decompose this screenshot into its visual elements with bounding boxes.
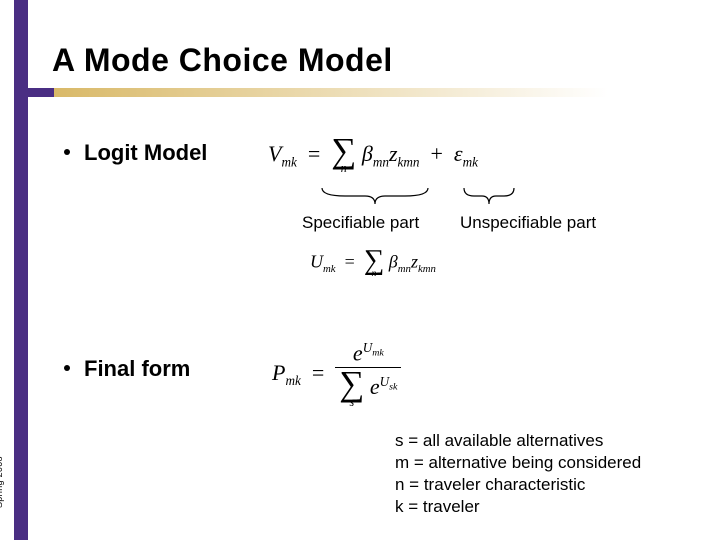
underline-gradient (54, 88, 706, 97)
bullet-logit: Logit Model (64, 140, 207, 166)
legend-line-n: n = traveler characteristic (395, 474, 641, 496)
bullet-dot-icon (64, 149, 70, 155)
equation-umk: Umk = ∑ n βmnzkmn (310, 248, 436, 279)
underline-purple-block (14, 88, 54, 97)
footer-text: CEE 320 Spring 2008 (0, 456, 4, 508)
equation-pmk: Pmk = eUmk ∑ s eUsk (272, 340, 401, 410)
bullet-dot-icon (64, 365, 70, 371)
page-title: A Mode Choice Model (52, 42, 393, 79)
slide: A Mode Choice Model Logit Model Vmk = ∑ … (0, 0, 720, 540)
legend-line-k: k = traveler (395, 496, 641, 518)
brace-specifiable-icon (320, 186, 430, 208)
side-stripe (14, 0, 28, 540)
bullet-logit-label: Logit Model (84, 140, 207, 165)
bullet-final: Final form (64, 356, 190, 382)
legend: s = all available alternatives m = alter… (395, 430, 641, 518)
bullet-final-label: Final form (84, 356, 190, 381)
legend-line-s: s = all available alternatives (395, 430, 641, 452)
legend-line-m: m = alternative being considered (395, 452, 641, 474)
label-unspecifiable: Unspecifiable part (460, 213, 596, 233)
brace-unspecifiable-icon (462, 186, 517, 208)
title-underline (14, 88, 706, 97)
label-specifiable: Specifiable part (302, 213, 419, 233)
equation-vmk: Vmk = ∑ n βmnzkmn + εmk (268, 136, 478, 176)
